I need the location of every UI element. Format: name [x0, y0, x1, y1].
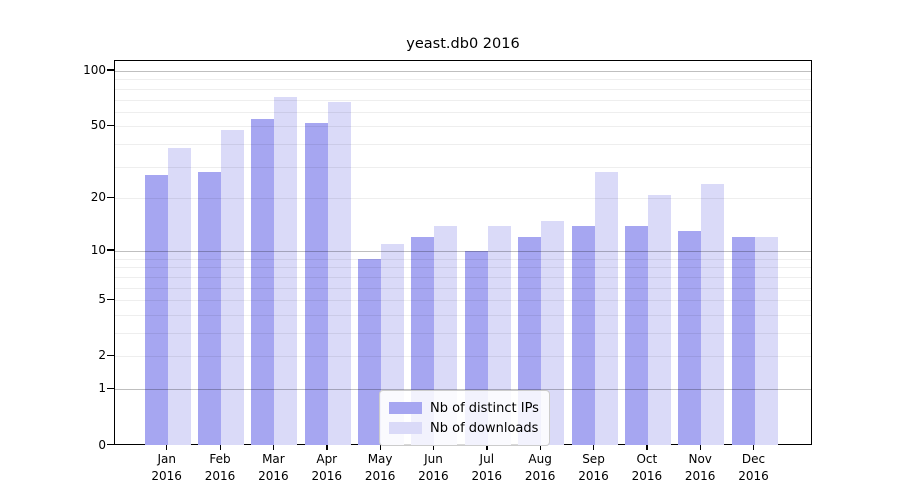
y-tick-label-50: 50	[90, 118, 106, 133]
y-tick-mark	[107, 69, 114, 71]
x-tick-label-apr: Apr 2016	[311, 452, 343, 483]
y-tick-mark	[107, 249, 114, 251]
legend: Nb of distinct IPs Nb of downloads	[379, 390, 550, 446]
gridline-5	[115, 300, 811, 302]
gridline-70	[115, 99, 811, 101]
y-tick-label-20: 20	[90, 190, 106, 205]
gridline-100	[115, 70, 811, 72]
gridline-4	[115, 314, 811, 316]
bar-ips-jan	[144, 175, 168, 446]
x-tick-label-jul: Jul 2016	[471, 452, 503, 483]
gridline-80	[115, 88, 811, 90]
legend-swatch-downloads	[389, 422, 422, 434]
bar-downloads-mar	[274, 97, 298, 446]
x-tick-label-nov: Nov 2016	[684, 452, 716, 483]
gridline-40	[115, 144, 811, 146]
gridline-60	[115, 111, 811, 113]
bar-downloads-dec	[754, 237, 778, 446]
gridline-9	[115, 258, 811, 260]
gridline-8	[115, 267, 811, 269]
bar-downloads-feb	[221, 129, 245, 446]
bar-downloads-sep	[594, 172, 618, 446]
gridline-90	[115, 79, 811, 81]
x-tick-mark	[432, 444, 435, 450]
plot-area: Nb of distinct IPs Nb of downloads	[114, 60, 812, 446]
y-tick-mark	[107, 196, 114, 199]
y-tick-label-100: 100	[83, 62, 106, 77]
x-tick-label-feb: Feb 2016	[204, 452, 236, 483]
x-tick-mark	[539, 444, 541, 450]
bar-ips-feb	[198, 172, 222, 446]
legend-swatch-distinct-ips	[389, 402, 422, 414]
y-tick-label-5: 5	[98, 292, 106, 307]
y-tick-mark	[107, 298, 114, 300]
gridline-20	[115, 198, 811, 200]
gridline-50	[115, 126, 811, 128]
bar-ips-apr	[304, 123, 328, 446]
x-tick-label-jun: Jun 2016	[418, 452, 449, 483]
y-tick-label-0: 0	[98, 437, 106, 452]
x-tick-label-oct: Oct 2016	[631, 452, 663, 483]
bar-ips-may	[358, 258, 382, 446]
x-tick-mark	[166, 444, 168, 450]
x-tick-label-dec: Dec 2016	[738, 452, 769, 483]
x-tick-mark	[326, 444, 328, 450]
y-tick-mark	[107, 387, 114, 390]
bar-downloads-oct	[647, 194, 671, 446]
bar-ips-oct	[624, 225, 648, 446]
x-tick-mark	[646, 444, 648, 450]
chart-title: yeast.db0 2016	[406, 36, 520, 52]
x-tick-label-aug: Aug 2016	[524, 452, 556, 483]
y-tick-label-10: 10	[90, 242, 106, 257]
x-tick-mark	[272, 444, 275, 450]
x-tick-label-jan: Jan 2016	[151, 452, 182, 483]
x-tick-mark	[379, 444, 381, 450]
x-tick-label-may: May 2016	[364, 452, 396, 483]
x-tick-mark	[486, 444, 488, 450]
legend-label-downloads: Nb of downloads	[430, 420, 539, 436]
x-tick-mark	[699, 444, 701, 450]
gridline-2	[115, 356, 811, 358]
bar-downloads-nov	[701, 184, 725, 446]
x-tick-mark	[593, 444, 595, 450]
bar-downloads-aug	[541, 220, 565, 446]
gridline-3	[115, 333, 811, 334]
legend-row: Nb of distinct IPs	[389, 398, 539, 418]
gridline-7	[115, 276, 811, 278]
x-tick-mark	[219, 444, 221, 450]
y-tick-mark	[107, 354, 114, 357]
bar-downloads-jan	[167, 148, 191, 446]
gridline-30	[115, 166, 811, 168]
gridline-6	[115, 287, 811, 289]
x-tick-label-mar: Mar 2016	[258, 452, 289, 483]
x-tick-mark	[753, 444, 755, 450]
legend-row: Nb of downloads	[389, 418, 539, 438]
y-tick-label-2: 2	[98, 348, 106, 363]
gridline-1	[115, 389, 811, 391]
bar-ips-sep	[571, 225, 595, 446]
y-tick-label-1: 1	[98, 381, 106, 396]
legend-label-distinct-ips: Nb of distinct IPs	[430, 400, 539, 416]
gridline-10	[115, 250, 811, 252]
x-tick-label-sep: Sep 2016	[578, 452, 609, 483]
y-tick-mark	[107, 444, 114, 446]
bar-downloads-apr	[327, 101, 351, 446]
bar-ips-nov	[678, 231, 702, 446]
bar-ips-mar	[251, 118, 275, 446]
y-tick-mark	[107, 124, 114, 127]
bar-ips-dec	[731, 237, 755, 446]
